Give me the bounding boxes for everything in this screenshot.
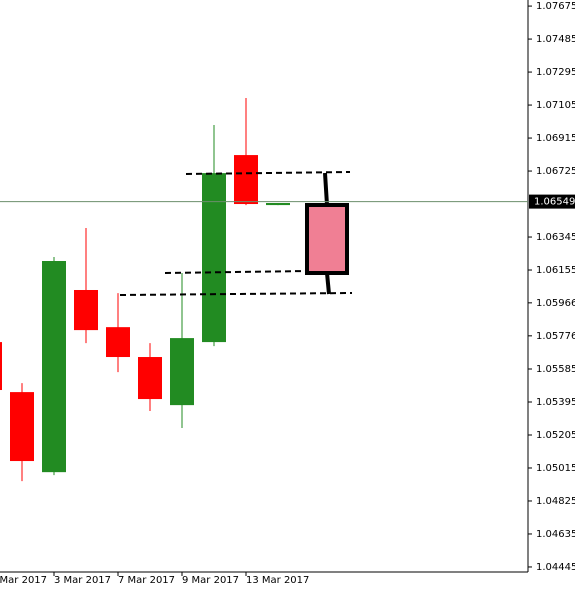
x-tick-label: 1 Mar 2017 [0,575,47,586]
candle-body [234,155,258,205]
projected-wick [325,272,331,295]
y-tick-label: 1.05205 [536,430,575,441]
y-tick-label: 1.06915 [536,133,575,144]
y-tick-label: 1.07675 [536,1,575,12]
projection [119,171,353,296]
y-tick-label: 1.06345 [536,232,575,243]
candle-body [74,289,98,331]
projected-candle [305,203,349,275]
x-tick-label: 9 Mar 2017 [182,575,239,586]
y-tick-label: 1.04445 [536,562,575,573]
x-tick-label: 13 Mar 2017 [246,575,309,586]
candle-body [0,342,2,391]
y-tick-label: 1.04635 [536,529,575,540]
x-tick-label: 3 Mar 2017 [54,575,111,586]
current-price-label: 1.06549 [534,197,575,208]
y-tick-label: 1.05395 [536,397,575,408]
y-tick-label: 1.05015 [536,463,575,474]
y-tick-label: 1.07485 [536,34,575,45]
candle-body [202,173,226,343]
projected-wick [323,172,329,206]
candle-body [266,202,290,206]
candle-body [10,392,34,462]
y-tick-label: 1.06725 [536,166,575,177]
x-tick-label: 7 Mar 2017 [118,575,175,586]
dashed-level [185,171,351,175]
y-tick-label: 1.07295 [536,67,575,78]
current-price-box [529,194,575,209]
y-tick-label: 1.04825 [536,496,575,507]
y-tick-label: 1.06155 [536,265,575,276]
dashed-level [119,292,353,296]
candle-body [138,357,162,400]
y-tick-label: 1.05585 [536,364,575,375]
dashed-level [164,270,309,274]
candle-body [170,338,194,406]
y-tick-label: 1.05966 [536,298,575,309]
candle-body [42,260,66,473]
y-tick-label: 1.07105 [536,100,575,111]
candle-body [106,327,130,358]
y-tick-label: 1.05776 [536,331,575,342]
